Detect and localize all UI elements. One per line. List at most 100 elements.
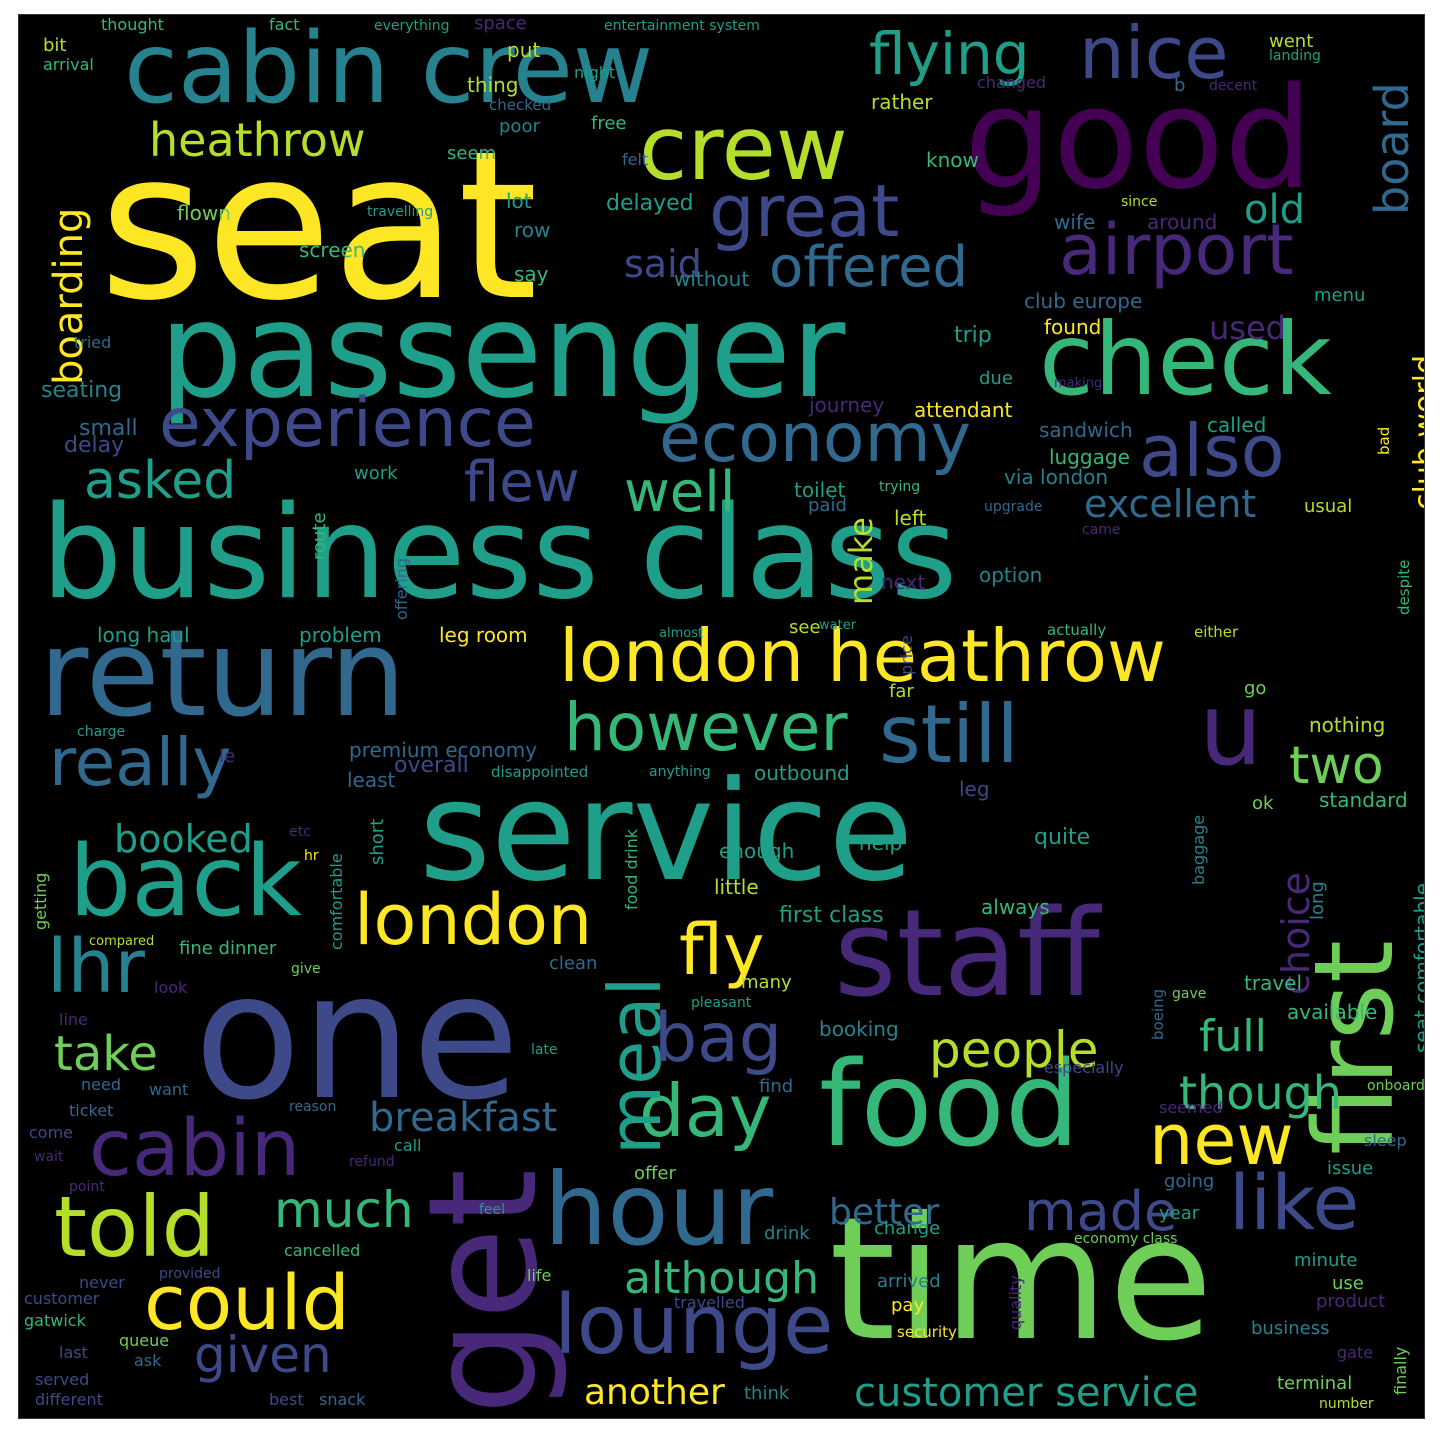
word-quality: quality — [1006, 1275, 1025, 1330]
word-go: go — [1244, 678, 1267, 699]
word-heathrow: heathrow — [149, 113, 366, 167]
word-since: since — [1121, 194, 1158, 210]
word-know: know — [926, 148, 979, 172]
word-finally: finally — [1391, 1346, 1410, 1395]
word-gate: gate — [1337, 1343, 1374, 1362]
word-pay: pay — [891, 1295, 925, 1316]
word-many: many — [741, 972, 792, 993]
word-seemed: seemed — [1159, 1098, 1223, 1117]
word-due: due — [979, 368, 1013, 389]
word-quite: quite — [1034, 825, 1091, 850]
word-economy: economy — [659, 399, 972, 478]
word-pleasant: pleasant — [691, 995, 752, 1011]
word-offer: offer — [634, 1163, 676, 1184]
word-little: little — [714, 875, 759, 899]
word-compared: compared — [89, 934, 155, 949]
word-much: much — [274, 1181, 414, 1239]
word-onboard: onboard — [1367, 1078, 1425, 1094]
word-could: could — [144, 1258, 350, 1347]
word-however: however — [564, 689, 848, 766]
word-far: far — [889, 681, 914, 702]
word-least: least — [347, 768, 396, 792]
word-london: london — [354, 879, 593, 961]
word-booking: booking — [819, 1017, 899, 1041]
word-minute: minute — [1294, 1250, 1358, 1271]
word-fact: fact — [269, 15, 300, 34]
word-asked: asked — [84, 451, 237, 511]
word-anything: anything — [649, 764, 711, 780]
word-despite: despite — [1395, 559, 1413, 615]
word-everything: everything — [374, 18, 450, 34]
word-made: made — [1024, 1180, 1178, 1243]
word-also: also — [1139, 409, 1285, 493]
word-baggage: baggage — [1189, 814, 1208, 885]
word-row: row — [514, 218, 551, 242]
word-delayed: delayed — [606, 191, 694, 216]
word-getting: getting — [31, 872, 50, 930]
word-especially: especially — [1044, 1058, 1124, 1077]
word-want: want — [149, 1080, 189, 1099]
word-board: board — [1365, 82, 1419, 215]
word-hr: hr — [304, 848, 319, 864]
word-need: need — [81, 1075, 121, 1094]
word-see: see — [789, 617, 821, 638]
word-outbound: outbound — [754, 761, 850, 785]
word-better: better — [829, 1192, 940, 1233]
word-work: work — [354, 463, 398, 484]
word-route: route — [309, 512, 330, 560]
word-people: people — [929, 1021, 1099, 1079]
word-free: free — [591, 113, 627, 134]
word-told: told — [54, 1178, 215, 1276]
word-actually: actually — [1047, 621, 1107, 639]
word-rather: rather — [871, 90, 933, 114]
word-cabin-crew: cabin crew — [124, 14, 654, 126]
word-flew: flew — [464, 450, 580, 515]
word-felt: felt — [622, 150, 649, 169]
word-arrival: arrival — [43, 55, 94, 74]
word-disappointed: disappointed — [491, 763, 589, 781]
word-poor: poor — [499, 116, 540, 137]
word-entertainment-system: entertainment system — [604, 18, 760, 34]
word-short: short — [367, 818, 388, 865]
word-cabin: cabin — [89, 1104, 301, 1194]
word-served: served — [35, 1370, 90, 1389]
word-wife: wife — [1054, 210, 1096, 234]
word-drink: drink — [764, 1223, 810, 1244]
word-thing: thing — [467, 73, 519, 97]
word-feel: feel — [479, 1202, 506, 1218]
word-snack: snack — [319, 1390, 366, 1409]
word-offered: offered — [769, 235, 969, 300]
word-usual: usual — [1304, 496, 1353, 517]
word-without: without — [674, 267, 750, 291]
word-b: b — [1174, 75, 1186, 96]
word-economy-class: economy class — [1074, 1231, 1178, 1247]
word-ok: ok — [1252, 793, 1274, 814]
word-food: food — [819, 1035, 1080, 1173]
word-left: left — [894, 506, 927, 530]
word-check: check — [1039, 301, 1332, 418]
word-enough: enough — [719, 839, 795, 863]
word-seem: seem — [447, 143, 497, 164]
word-business: business — [1251, 1318, 1330, 1339]
word-good: good — [964, 58, 1314, 221]
word-old: old — [1244, 187, 1305, 233]
word-new: new — [1149, 1099, 1294, 1181]
word-excellent: excellent — [1084, 482, 1257, 526]
word-offering: offering — [392, 558, 411, 620]
word-le: le — [219, 746, 236, 767]
word-long: long — [1307, 881, 1328, 920]
word-two: two — [1289, 736, 1384, 796]
word-ticket: ticket — [69, 1101, 114, 1120]
word-fly: fly — [679, 909, 765, 991]
word-charge: charge — [77, 724, 126, 740]
word-bag: bag — [654, 999, 782, 1078]
word-still: still — [879, 688, 1019, 781]
word-boarding: boarding — [46, 207, 92, 385]
word-staff: staff — [834, 885, 1100, 1024]
word-available: available — [1287, 1000, 1378, 1024]
word-give: give — [291, 961, 321, 977]
word-never: never — [79, 1273, 125, 1292]
word-screen: screen — [299, 238, 366, 262]
word-year: year — [1159, 1203, 1200, 1224]
word-decent: decent — [1209, 78, 1258, 94]
